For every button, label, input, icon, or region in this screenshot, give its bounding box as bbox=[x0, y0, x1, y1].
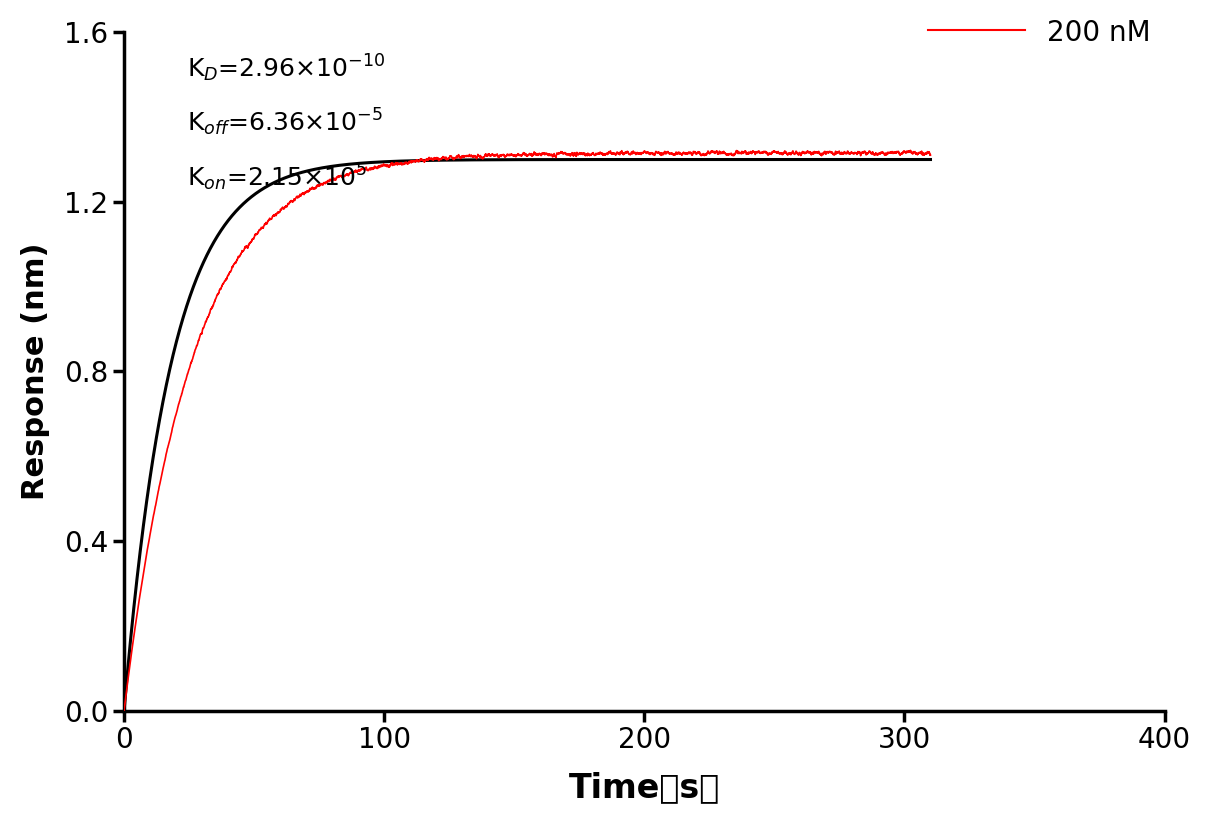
200 nM bbox=[903, 145, 917, 155]
Legend: 200 nM: 200 nM bbox=[927, 19, 1150, 47]
Text: K$_{on}$=2.15×10$^5$: K$_{on}$=2.15×10$^5$ bbox=[187, 161, 367, 192]
200 nM bbox=[425, 154, 440, 164]
200 nM bbox=[924, 150, 938, 160]
200 nM bbox=[641, 148, 656, 158]
200 nM bbox=[116, 705, 131, 715]
200 nM bbox=[263, 214, 278, 224]
Line: 200 nM: 200 nM bbox=[124, 150, 931, 710]
200 nM bbox=[779, 149, 794, 159]
X-axis label: Time（s）: Time（s） bbox=[568, 771, 720, 804]
Text: K$_{off}$=6.36×10$^{-5}$: K$_{off}$=6.36×10$^{-5}$ bbox=[187, 107, 383, 139]
200 nM bbox=[600, 148, 614, 158]
200 nM bbox=[719, 148, 733, 158]
Text: K$_D$=2.96×10$^{-10}$: K$_D$=2.96×10$^{-10}$ bbox=[187, 53, 384, 84]
Y-axis label: Response (nm): Response (nm) bbox=[21, 243, 50, 500]
